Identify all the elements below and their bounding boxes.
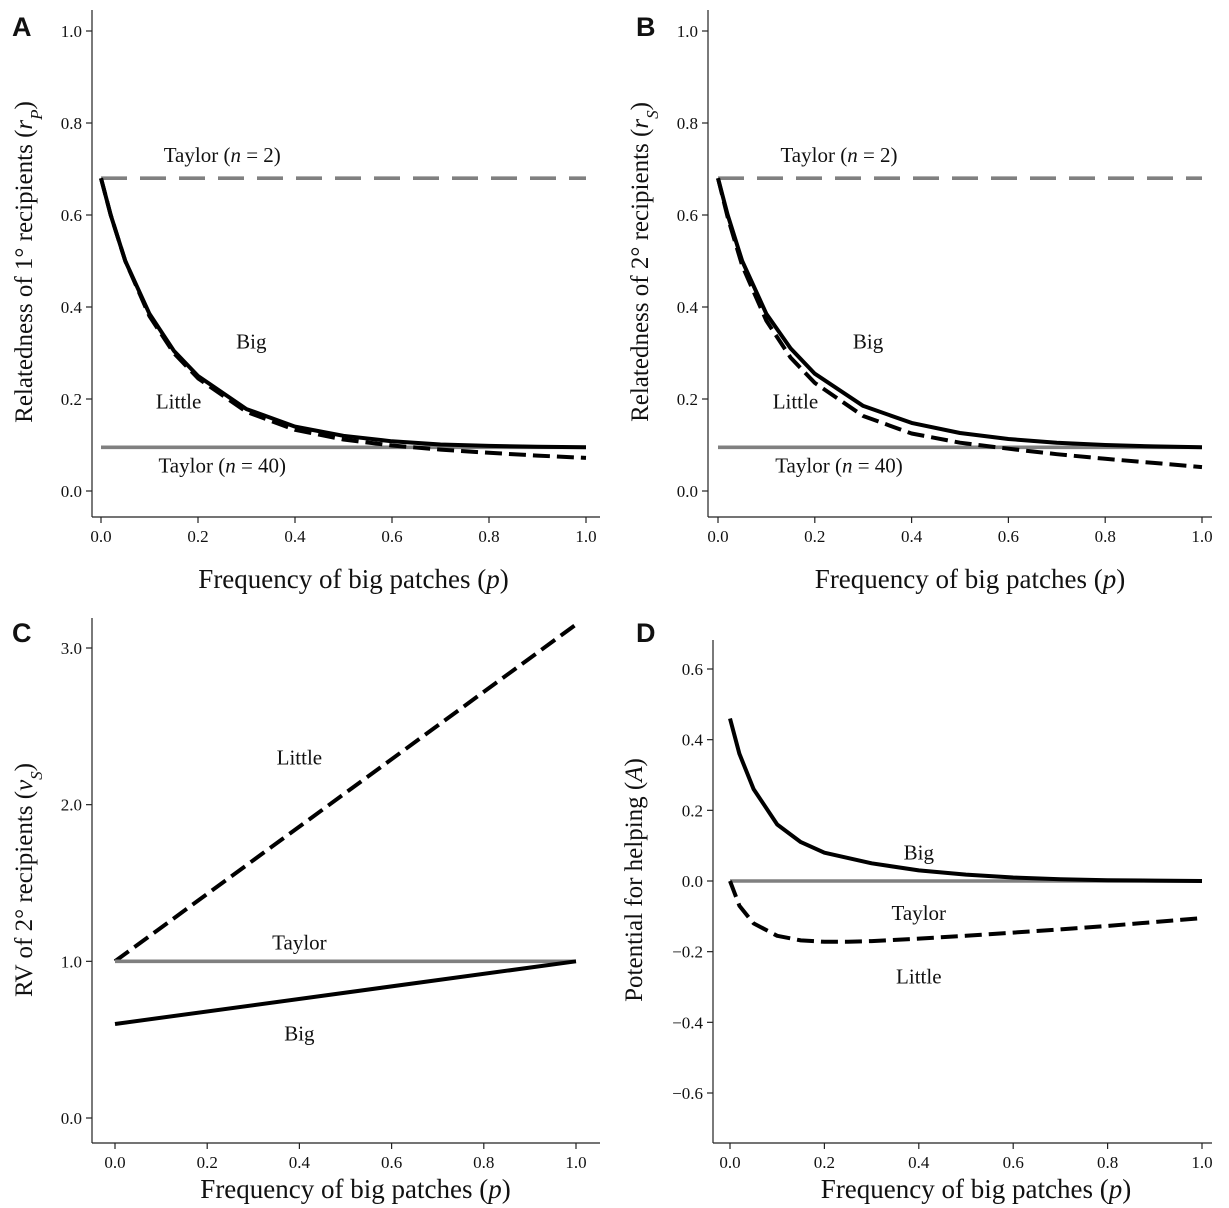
x-axis-label: Frequency of big patches (p) bbox=[198, 564, 508, 594]
panel-c: C 0.0 0.2 0.4 0.6 0.8 1.0 0.0 1.0 2.0 3.0 Frequency… bbox=[11, 618, 600, 1204]
series-annotation: Taylor (n = 2) bbox=[780, 143, 897, 167]
panel-b: B 0.0 0.2 0.4 0.6 0.8 1.0 0.0 0.2 0.4 0.6 0.8 1.0 Fre… bbox=[627, 10, 1213, 594]
x-tick-label: 0.6 bbox=[381, 1153, 402, 1172]
x-axis-label: Frequency of big patches (p) bbox=[815, 564, 1125, 594]
y-tick-label: 0.6 bbox=[677, 206, 698, 225]
x-tick-label: 1.0 bbox=[565, 1153, 586, 1172]
y-tick-label: 0.4 bbox=[677, 298, 699, 317]
y-tick-label: 0.8 bbox=[677, 114, 698, 133]
x-tick-label: 0.4 bbox=[908, 1153, 930, 1172]
y-tick-label: −0.2 bbox=[672, 943, 703, 962]
y-tick-label: 0.6 bbox=[682, 660, 703, 679]
y-tick-label: 0.0 bbox=[61, 482, 82, 501]
series-annotation: Little bbox=[773, 389, 819, 413]
x-tick-label: 0.8 bbox=[473, 1153, 494, 1172]
x-tick-label: 0.4 bbox=[284, 527, 306, 546]
x-tick-label: 0.2 bbox=[804, 527, 825, 546]
y-tick-label: 1.0 bbox=[61, 952, 82, 971]
y-tick-label: 0.4 bbox=[682, 731, 704, 750]
y-tick-label: 0.2 bbox=[682, 801, 703, 820]
series-annotation: Big bbox=[236, 330, 267, 354]
series-big bbox=[728, 717, 1203, 883]
series-big bbox=[716, 177, 1203, 450]
series-big bbox=[114, 959, 577, 1026]
series-annotation: Big bbox=[284, 1021, 315, 1045]
x-axis-label: Frequency of big patches (p) bbox=[821, 1174, 1131, 1204]
x-tick-label: 0.6 bbox=[1003, 1153, 1024, 1172]
y-tick-label: 0.2 bbox=[677, 390, 698, 409]
series-little bbox=[99, 177, 587, 460]
y-tick-label: 3.0 bbox=[61, 639, 82, 658]
y-tick-label: 0.6 bbox=[61, 206, 82, 225]
y-tick-label: −0.6 bbox=[672, 1084, 703, 1103]
series-annotation: Taylor (n = 40) bbox=[158, 454, 286, 478]
x-tick-label: 0.6 bbox=[381, 527, 402, 546]
x-tick-label: 0.8 bbox=[478, 527, 499, 546]
series-annotation: Little bbox=[156, 389, 202, 413]
y-tick-label: 0.2 bbox=[61, 390, 82, 409]
panel-letter: B bbox=[636, 12, 656, 42]
panel-letter: C bbox=[12, 618, 32, 648]
x-tick-label: 0.4 bbox=[901, 527, 923, 546]
series-annotation: Taylor bbox=[892, 901, 947, 925]
y-tick-label: 1.0 bbox=[61, 22, 82, 41]
x-tick-label: 0.0 bbox=[719, 1153, 740, 1172]
x-tick-label: 0.8 bbox=[1095, 527, 1116, 546]
y-tick-label: 0.4 bbox=[61, 298, 83, 317]
series-annotation: Little bbox=[896, 964, 942, 988]
x-tick-label: 0.4 bbox=[289, 1153, 311, 1172]
series-little bbox=[728, 880, 1203, 944]
series-little bbox=[716, 177, 1203, 470]
x-tick-label: 0.2 bbox=[814, 1153, 835, 1172]
x-tick-label: 0.8 bbox=[1097, 1153, 1118, 1172]
y-tick-label: 0.8 bbox=[61, 114, 82, 133]
y-axis-label: Relatedness of 2° recipients (rS) bbox=[627, 102, 662, 422]
series-annotation: Big bbox=[853, 330, 884, 354]
x-tick-label: 0.2 bbox=[197, 1153, 218, 1172]
panel-letter: D bbox=[636, 618, 656, 648]
series-annotation: Taylor (n = 40) bbox=[775, 454, 903, 478]
x-tick-label: 0.6 bbox=[998, 527, 1019, 546]
x-tick-label: 1.0 bbox=[1191, 527, 1212, 546]
y-tick-label: −0.4 bbox=[672, 1013, 703, 1032]
y-tick-label: 1.0 bbox=[677, 22, 698, 41]
x-axis-label: Frequency of big patches (p) bbox=[200, 1174, 510, 1204]
panel-d: D 0.0 0.2 0.4 0.6 0.8 1.0 −0.6 −0.4 −0.2 0.0 0.2 0.4… bbox=[621, 618, 1213, 1204]
x-tick-label: 0.0 bbox=[90, 527, 111, 546]
series-annotation: Big bbox=[904, 841, 935, 865]
series-little bbox=[113, 622, 578, 963]
x-tick-label: 0.0 bbox=[707, 527, 728, 546]
x-tick-label: 1.0 bbox=[1191, 1153, 1212, 1172]
panel-letter: A bbox=[12, 12, 32, 42]
y-tick-label: 0.0 bbox=[61, 1109, 82, 1128]
y-axis-label: Potential for helping (A) bbox=[621, 758, 648, 1002]
panel-a: A 0.0 0.2 0.4 0.6 0.8 1.0 0.0 0.2 0.4 0.6 0.8 1.0 Fre… bbox=[11, 10, 600, 594]
series-annotation: Taylor (n = 2) bbox=[164, 143, 281, 167]
y-axis-label: Relatedness of 1° recipients (rP) bbox=[11, 101, 46, 423]
x-tick-label: 0.0 bbox=[104, 1153, 125, 1172]
series-annotation: Taylor bbox=[272, 931, 327, 955]
series-annotation: Little bbox=[277, 746, 323, 770]
y-tick-label: 0.0 bbox=[677, 482, 698, 501]
y-axis-label: RV of 2° recipients (vS) bbox=[11, 763, 46, 997]
x-tick-label: 0.2 bbox=[187, 527, 208, 546]
y-tick-label: 0.0 bbox=[682, 872, 703, 891]
x-tick-label: 1.0 bbox=[575, 527, 596, 546]
y-tick-label: 2.0 bbox=[61, 796, 82, 815]
